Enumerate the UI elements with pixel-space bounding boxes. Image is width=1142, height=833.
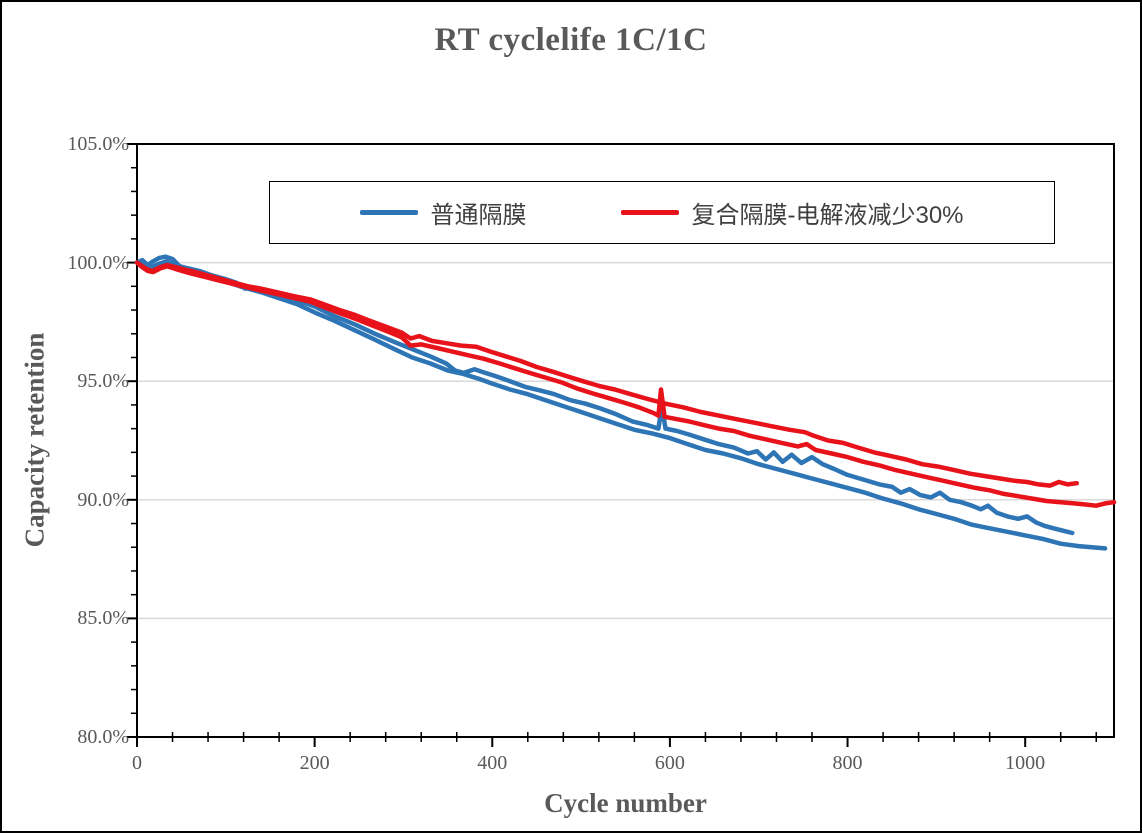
series-line-4 bbox=[134, 260, 1117, 508]
legend-line-swatch-blue bbox=[360, 210, 419, 215]
chart-title: RT cyclelife 1C/1C bbox=[434, 22, 708, 58]
y-tick-label: 85.0% bbox=[77, 607, 129, 630]
legend-line-swatch-red bbox=[621, 210, 680, 215]
y-tick-label: 105.0% bbox=[67, 133, 129, 155]
x-tick-label: 400 bbox=[477, 752, 508, 774]
plot-border bbox=[136, 143, 1115, 738]
legend-item-composite-separator: 复合隔膜-电解液减少30% bbox=[621, 195, 964, 230]
y-tick-label: 95.0% bbox=[77, 370, 129, 393]
y-tick-label: 90.0% bbox=[77, 488, 129, 511]
legend: 普通隔膜 复合隔膜-电解液减少30% bbox=[269, 181, 1055, 244]
y-tick-label: 100.0% bbox=[67, 251, 129, 274]
x-tick-label: 200 bbox=[299, 752, 330, 774]
x-axis-title: Cycle number bbox=[544, 788, 707, 818]
legend-item-ordinary-separator: 普通隔膜 bbox=[360, 195, 526, 230]
x-tick-label: 800 bbox=[832, 752, 863, 774]
y-tick-label: 80.0% bbox=[77, 726, 129, 748]
legend-label: 普通隔膜 bbox=[430, 202, 527, 229]
x-tick-label: 600 bbox=[654, 752, 685, 774]
x-tick-label: 0 bbox=[132, 752, 142, 774]
x-tick-label: 1000 bbox=[1005, 752, 1046, 774]
legend-label: 复合隔膜-电解液减少30% bbox=[691, 202, 964, 229]
y-axis-title: Capacity retention bbox=[19, 332, 50, 548]
series-line-2 bbox=[134, 259, 1108, 551]
